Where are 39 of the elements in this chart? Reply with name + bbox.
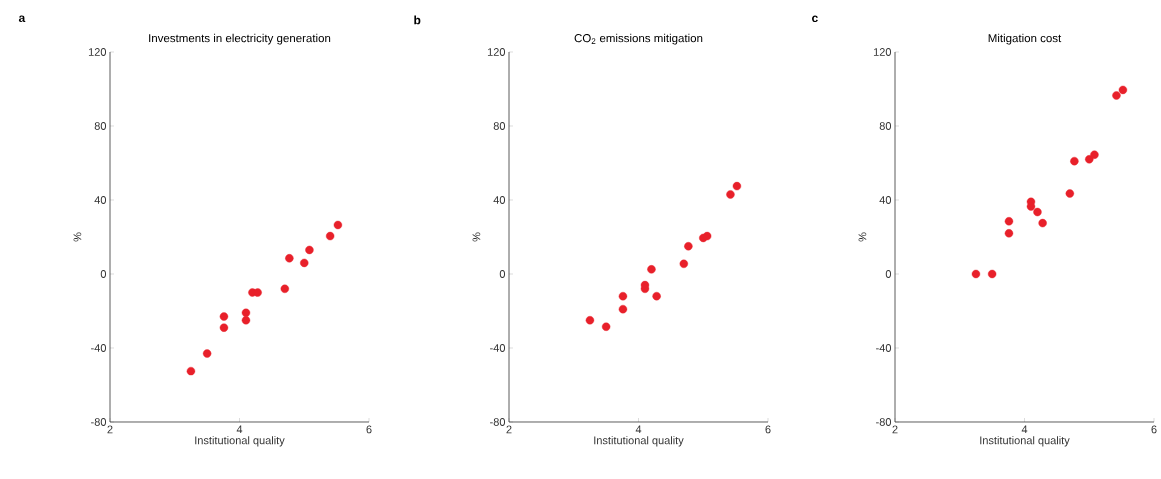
x-tick-label: 4 (635, 425, 642, 434)
x-tick-label: 4 (1021, 425, 1028, 434)
y-tick-label: -80 (91, 418, 107, 426)
x-tick-label: 6 (765, 425, 771, 434)
x-axis-title: Institutional quality (195, 436, 285, 447)
x-tick-label: 2 (107, 425, 113, 434)
y-tick-label: -80 (876, 418, 892, 426)
x-tick-label: 2 (892, 425, 898, 434)
y-tick-label: -40 (490, 344, 506, 352)
chart-title: Investments in electricity generation (149, 33, 331, 45)
y-tick-label: 0 (885, 270, 892, 278)
x-tick-label: 4 (236, 425, 243, 434)
y-tick-label: 80 (879, 122, 892, 130)
y-axis-title: % (472, 232, 481, 242)
y-tick-label: -40 (91, 344, 107, 352)
y-tick-label: 40 (493, 196, 506, 204)
text: c (812, 15, 818, 23)
x-axis-title: Institutional quality (594, 436, 684, 447)
y-tick-label: -40 (876, 344, 892, 352)
text: b (414, 15, 421, 25)
y-tick-label: 120 (88, 48, 107, 56)
y-tick-label: 0 (499, 270, 506, 278)
y-tick-label: 40 (879, 196, 892, 204)
y-axis-title: % (73, 232, 82, 242)
y-tick-label: 80 (493, 122, 506, 130)
x-tick-label: 6 (1151, 425, 1157, 434)
x-tick-label: 6 (366, 425, 372, 434)
y-tick-label: 120 (487, 48, 506, 56)
x-axis-title: Institutional quality (980, 436, 1070, 447)
x-tick-label: 2 (506, 425, 512, 434)
y-tick-label: 0 (100, 270, 107, 278)
y-axis-title: % (858, 232, 867, 242)
text: a (18, 15, 26, 23)
y-tick-label: 40 (94, 196, 107, 204)
y-tick-label: 80 (94, 122, 107, 130)
chart-title: Mitigation cost (988, 33, 1062, 45)
y-tick-label: 120 (873, 48, 892, 56)
y-tick-label: -80 (490, 418, 506, 426)
chart-title: CO$_{2}$ emissions mitigation (574, 33, 703, 45)
